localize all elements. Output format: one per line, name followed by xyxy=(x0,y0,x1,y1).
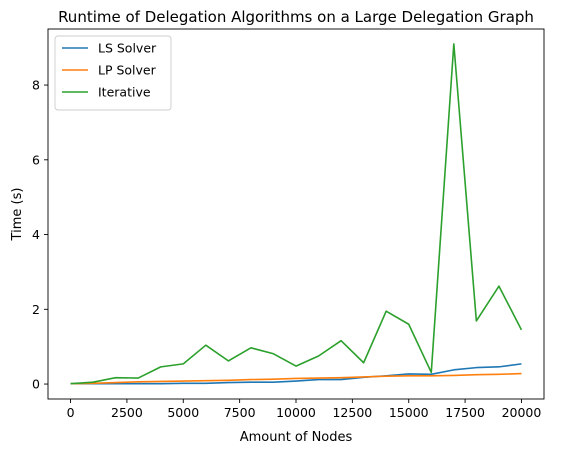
x-tick-label: 12500 xyxy=(332,405,372,420)
y-tick-label: 8 xyxy=(32,78,40,93)
x-tick-label: 0 xyxy=(67,405,75,420)
x-axis: 0 2500 5000 7500 10000 12500 15000 17500 20000 xyxy=(67,399,542,420)
chart-title: Runtime of Delegation Algorithms on a La… xyxy=(58,8,534,26)
legend-label: LP Solver xyxy=(98,63,157,78)
y-tick-label: 4 xyxy=(32,227,40,242)
x-axis-label: Amount of Nodes xyxy=(240,430,353,445)
series-line-3 xyxy=(70,43,523,385)
legend-label: LS Solver xyxy=(98,41,157,56)
x-tick-label: 15000 xyxy=(389,405,429,420)
series-line-1 xyxy=(70,363,522,385)
x-tick-label: 5000 xyxy=(167,405,199,420)
y-tick-label: 2 xyxy=(32,302,40,317)
legend-label: Iterative xyxy=(98,85,151,100)
y-axis: 0 2 4 6 8 xyxy=(32,78,48,392)
x-tick-label: 7500 xyxy=(224,405,256,420)
x-tick-label: 10000 xyxy=(276,405,316,420)
series-line-2 xyxy=(70,372,522,385)
y-tick-label: 0 xyxy=(32,377,40,392)
x-tick-label: 17500 xyxy=(445,405,485,420)
y-tick-label: 6 xyxy=(32,152,40,167)
legend: LS Solver LP Solver Iterative xyxy=(54,35,172,111)
x-tick-label: 2500 xyxy=(111,405,143,420)
x-tick-label: 20000 xyxy=(502,405,542,420)
y-axis-label: Time (s) xyxy=(10,188,25,242)
